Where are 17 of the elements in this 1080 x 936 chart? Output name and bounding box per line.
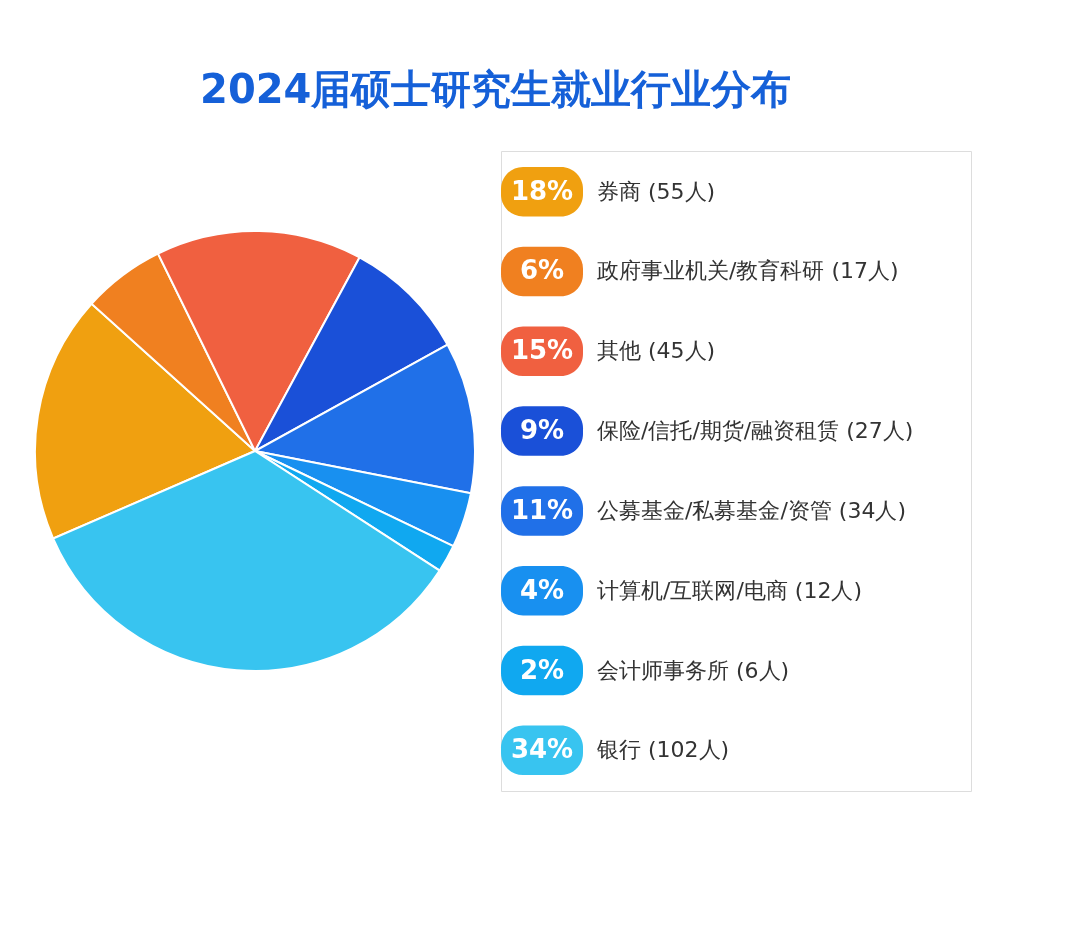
legend-label: 计算机/互联网/电商 (12人)	[597, 577, 862, 603]
legend-label: 会计师事务所 (6人)	[597, 657, 790, 683]
legend-label: 政府事业机关/教育科研 (17人)	[597, 258, 899, 284]
chart-title: 2024届硕士研究生就业行业分布	[200, 65, 792, 112]
data-label: 15%	[510, 335, 574, 366]
data-label: 4%	[519, 574, 565, 605]
data-label: 11%	[510, 494, 574, 525]
data-label: 6%	[519, 255, 565, 286]
legend-label: 券商 (55人)	[597, 178, 716, 204]
data-label: 34%	[510, 734, 574, 765]
legend-label: 其他 (45人)	[597, 338, 716, 364]
data-label: 9%	[519, 415, 565, 446]
legend-label: 银行 (102人)	[596, 737, 730, 763]
legend-label: 保险/信托/期货/融资租赁 (27人)	[597, 418, 914, 444]
data-label: 2%	[519, 654, 565, 685]
data-label: 18%	[510, 175, 574, 206]
legend-label: 公募基金/私募基金/资管 (34人)	[597, 497, 906, 523]
